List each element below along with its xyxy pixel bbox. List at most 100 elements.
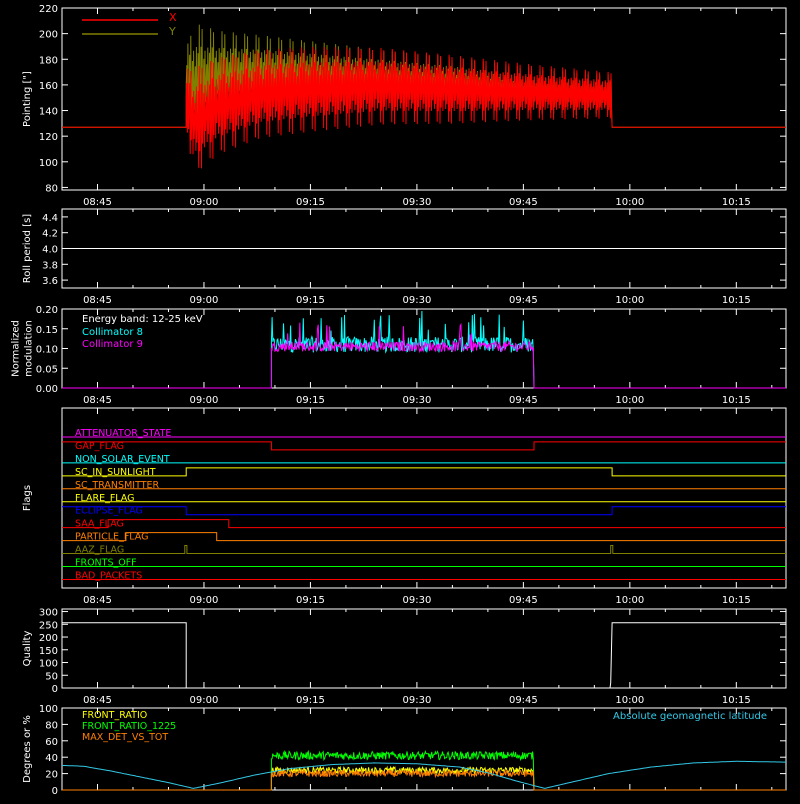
modulation-xtick-label: 09:30 <box>402 395 431 406</box>
modulation-ytick-label: 0.05 <box>36 364 58 375</box>
roll-xtick-label: 10:15 <box>722 295 751 306</box>
flag-label-bad-packets: BAD_PACKETS <box>75 570 142 581</box>
quality-ytick-label: 0 <box>52 684 58 695</box>
ratios-ytick-label: 80 <box>45 720 58 731</box>
pointing-xtick-label: 08:45 <box>83 197 112 208</box>
pointing-x-series <box>62 46 786 169</box>
quality-ytick-label: 100 <box>39 659 58 670</box>
roll-axes: 08:45 09:00 09:15 09:30 09:45 10:00 10:15 <box>61 208 787 306</box>
flag-label-particle-flag: PARTICLE_FLAG <box>75 532 148 543</box>
modulation-xtick-label: 08:45 <box>83 395 112 406</box>
ratios-geomagnetic-label: Absolute geomagnetic latitude <box>613 711 767 722</box>
pointing-ytick-label: 140 <box>39 107 58 118</box>
flag-label-fronts-off: FRONTS_OFF <box>75 558 137 569</box>
pointing-frame <box>61 7 787 191</box>
flags-xtick-label: 08:45 <box>83 595 112 606</box>
quality-ytick-label: 300 <box>39 608 58 619</box>
modulation-ytick-label: 0.15 <box>36 325 58 336</box>
flag-label-saa-flag: SAA_FLAG <box>75 519 124 530</box>
quality-xtick-label: 09:00 <box>190 695 219 706</box>
ratios-series-front-ratio <box>62 765 786 791</box>
roll-xtick-label: 08:45 <box>83 295 112 306</box>
pointing-ytick-label: 220 <box>39 4 58 15</box>
quality-axes: 08:45 09:00 09:15 09:30 09:45 10:00 10:15 <box>61 608 787 706</box>
modulation-axes: 08:45 09:00 09:15 09:30 09:45 10:00 10:15 <box>61 308 787 406</box>
quality-xtick-label: 10:15 <box>722 695 751 706</box>
flags-xtick-label: 10:15 <box>722 595 751 606</box>
quality-ylabel: Quality <box>22 631 33 667</box>
modulation-ytick-label: 0.00 <box>36 384 58 395</box>
flag-label-flare-flag: FLARE_FLAG <box>75 493 135 504</box>
flag-label-non-solar-event: NON_SOLAR_EVENT <box>75 454 170 465</box>
quality-xtick-label: 10:00 <box>615 695 644 706</box>
ratios-series-front-ratio-1225 <box>62 749 786 791</box>
modulation-xtick-label: 10:00 <box>615 395 644 406</box>
ratios-ylabel: Degrees or % <box>22 715 33 783</box>
modulation-legend-collimator-8: Collimator 8 <box>82 327 143 338</box>
flag-label-aaz-flag: AAZ_FLAG <box>75 545 124 556</box>
ratios-frame <box>61 707 787 791</box>
pointing-xtick-label: 10:00 <box>615 197 644 208</box>
modulation-ylabel: Normalized <box>11 320 22 377</box>
roll-ytick-label: 4.2 <box>42 229 58 240</box>
roll-xtick-label: 09:45 <box>509 295 538 306</box>
flag-line-eclipse-flag <box>62 506 786 516</box>
roll-xtick-label: 09:00 <box>190 295 219 306</box>
pointing-legend-label-x: X <box>169 11 177 24</box>
pointing-ytick-label: 180 <box>39 55 58 66</box>
pointing-ytick-label: 200 <box>39 30 58 41</box>
roll-ytick-label: 3.8 <box>42 260 58 271</box>
pointing-xtick-label: 09:30 <box>402 197 431 208</box>
pointing-xtick-label: 09:15 <box>296 197 325 208</box>
modulation-xtick-label: 10:15 <box>722 395 751 406</box>
ratios-ytick-label: 100 <box>39 704 58 715</box>
flag-label-sc-transmitter: SC_TRANSMITTER <box>75 480 160 491</box>
flags-frame <box>61 407 787 589</box>
modulation-ytick-label: 0.10 <box>36 345 58 356</box>
quality-ytick-label: 150 <box>39 646 58 657</box>
flag-line-gap-flag <box>62 441 786 451</box>
roll-ytick-label: 4.0 <box>42 245 58 256</box>
modulation-legend-title: Energy band: 12-25 keV <box>82 314 203 325</box>
pointing-ytick-label: 80 <box>45 183 58 194</box>
flags-xtick-label: 09:15 <box>296 595 325 606</box>
modulation-xtick-label: 09:15 <box>296 395 325 406</box>
pointing-axes: 08:45 09:00 09:15 09:30 09:45 10:00 10:15 <box>61 7 787 208</box>
flag-label-attenuator-state: ATTENUATOR_STATE <box>75 428 171 439</box>
flag-label-gap-flag: GAP_FLAG <box>75 441 124 452</box>
flag-line-saa-flag <box>62 519 786 529</box>
roll-xtick-label: 10:00 <box>615 295 644 306</box>
pointing-legend-label-y: Y <box>168 25 176 38</box>
quality-frame <box>61 608 787 689</box>
modulation-ylabel: modulation <box>24 320 35 377</box>
quality-xtick-label: 09:30 <box>402 695 431 706</box>
quality-xtick-label: 09:15 <box>296 695 325 706</box>
pointing-xtick-label: 09:45 <box>509 197 538 208</box>
pointing-xtick-label: 09:00 <box>190 197 219 208</box>
flags-ylabel: Flags <box>22 485 33 511</box>
ratios-ytick-label: 0 <box>52 786 58 797</box>
modulation-legend-collimator-9: Collimator 9 <box>82 339 143 350</box>
ratios-legend-front-ratio: FRONT_RATIO <box>82 710 147 721</box>
modulation-xtick-label: 09:00 <box>190 395 219 406</box>
ratios-axes <box>61 707 787 791</box>
roll-xtick-label: 09:30 <box>402 295 431 306</box>
quality-series <box>62 622 786 689</box>
quality-xtick-label: 08:45 <box>83 695 112 706</box>
ratios-legend-front-ratio-1225: FRONT_RATIO_1225 <box>82 721 176 732</box>
flag-line-aaz-flag <box>62 545 786 554</box>
quality-ytick-label: 50 <box>45 671 58 682</box>
pointing-ylabel: Pointing ["] <box>22 71 33 127</box>
ratios-series-absolute-geomagnetic-latitude <box>61 760 786 789</box>
pointing-ytick-label: 100 <box>39 158 58 169</box>
flags-xtick-label: 09:00 <box>190 595 219 606</box>
quality-xtick-label: 09:45 <box>509 695 538 706</box>
flag-line-sc-in-sunlight <box>62 467 786 477</box>
flags-xtick-label: 09:30 <box>402 595 431 606</box>
flag-label-sc-in-sunlight: SC_IN_SUNLIGHT <box>75 467 156 478</box>
quality-ytick-label: 200 <box>39 633 58 644</box>
modulation-ytick-label: 0.20 <box>36 305 58 316</box>
roll-ytick-label: 3.6 <box>42 276 58 287</box>
